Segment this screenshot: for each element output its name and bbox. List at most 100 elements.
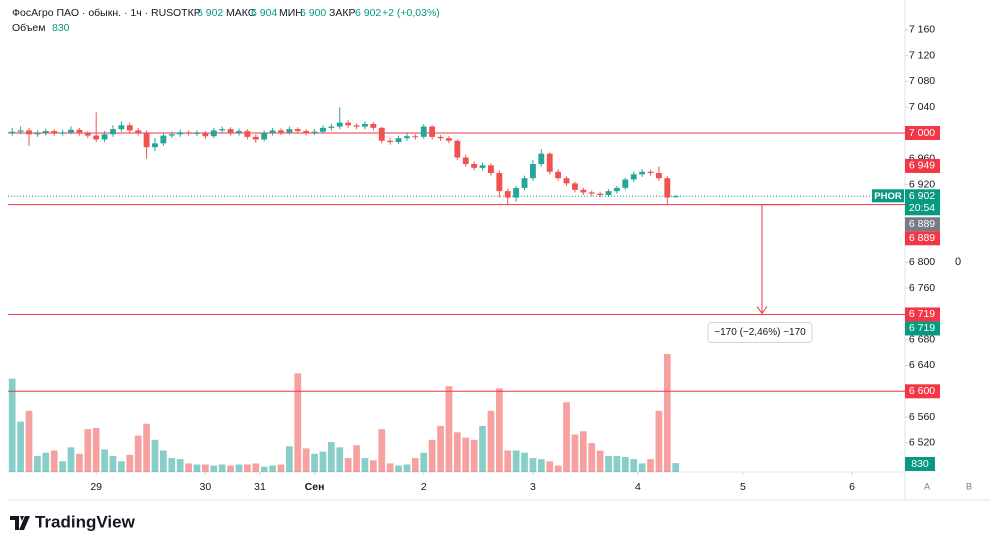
volume-bar (34, 455, 41, 472)
volume-bar (479, 425, 486, 472)
x-tick-label: 6 (849, 481, 855, 493)
volume-bar (244, 464, 251, 472)
y-tick-label: 6 760 (909, 282, 935, 294)
volume-bar (369, 460, 377, 472)
candle-body (252, 136, 259, 140)
measure-box (707, 321, 813, 343)
volume-bar (25, 410, 33, 472)
volume-bar (445, 386, 453, 472)
candle-body (571, 183, 578, 190)
volume-bar (588, 443, 596, 472)
volume-bar (571, 434, 579, 472)
candle-body (59, 132, 66, 134)
candle-body (177, 132, 184, 135)
candle-body (521, 178, 528, 188)
candle-body (622, 179, 629, 188)
candle-body (546, 153, 553, 172)
y-tick-label: 7 160 (909, 23, 935, 35)
volume-bar (193, 464, 201, 472)
volume-bar (59, 461, 66, 472)
volume-bar (529, 458, 537, 472)
logo-text: TradingView (35, 512, 136, 531)
candle-body (303, 131, 310, 134)
volume-bar (17, 421, 24, 472)
measure-text: −170 (−2,46%) −170 (714, 327, 806, 338)
x-tick-label: 29 (90, 481, 102, 493)
price-tag-label: 6 600 (909, 385, 935, 397)
price-tag (905, 321, 940, 336)
volume-bar (386, 463, 394, 472)
volume-value: 830 (52, 22, 70, 34)
price-tag (905, 384, 940, 399)
volume-bar (495, 388, 503, 472)
volume-bar (361, 458, 369, 472)
log-button[interactable]: B (966, 481, 972, 491)
candle-body (336, 122, 343, 127)
candle-body (202, 133, 209, 137)
candle-body (328, 126, 335, 128)
volume-bar (647, 459, 654, 472)
close-label: ЗАКР (329, 7, 355, 19)
candle-body (84, 133, 91, 136)
volume-bar (504, 450, 512, 472)
candle-body (496, 173, 503, 192)
volume-tag-label: 830 (911, 458, 929, 470)
candle-body (420, 126, 427, 137)
candle-body (76, 129, 83, 134)
volume-bar (252, 463, 260, 472)
candle-body (479, 165, 486, 168)
volume-bar (344, 458, 352, 472)
volume-bar (428, 439, 436, 472)
y-tick-label: 6 640 (909, 359, 935, 371)
price-tag-timer: 20:54 (909, 202, 935, 214)
volume-bar (353, 445, 360, 472)
candle-body (538, 153, 545, 165)
candle-body (588, 192, 595, 194)
volume-bar (109, 455, 117, 472)
volume-bar (630, 459, 638, 472)
candle-body (672, 196, 679, 198)
x-tick-label: 3 (530, 481, 536, 493)
y-tick-label: 7 080 (909, 75, 935, 87)
volume-bar (403, 464, 411, 472)
volume-bar (118, 461, 125, 472)
candle-body (93, 135, 100, 140)
candle-body (529, 164, 536, 179)
y-tick-label: 6 560 (909, 411, 935, 423)
candle-body (210, 130, 217, 137)
candle-body (345, 122, 352, 126)
volume-bar (101, 449, 108, 472)
volume-bar (437, 425, 444, 472)
candle-body (244, 131, 251, 137)
candle-body (655, 173, 662, 179)
volume-bar (672, 463, 680, 472)
candle-body (429, 126, 436, 137)
candle-body (664, 178, 671, 198)
y-tick-label: 7 040 (909, 101, 935, 113)
low-value: 6 900 (300, 7, 326, 19)
price-tag (905, 307, 940, 322)
price-tag-label: 7 000 (909, 127, 935, 139)
volume-bar (235, 464, 243, 472)
volume-bar (168, 458, 176, 472)
volume-bar (420, 452, 428, 472)
volume-bar (319, 451, 327, 472)
candle-body (387, 140, 394, 143)
candle-body (630, 174, 637, 180)
legend: ФосАгро ПАО · обыкн. · 1ч · RUS ОТКР 6 9… (12, 7, 440, 34)
auto-button[interactable]: A (924, 481, 930, 491)
price-tag (905, 231, 940, 246)
x-tick-label: 4 (635, 481, 641, 493)
volume-bar (210, 465, 218, 472)
volume-bar (134, 435, 142, 472)
candle-body (34, 133, 41, 135)
candle-body (286, 129, 293, 133)
y-tick-label: 7 120 (909, 49, 935, 61)
volume-bar (655, 410, 663, 472)
volume-bar (554, 465, 562, 472)
candle-body (404, 136, 410, 139)
open-label: ОТКР (173, 7, 201, 19)
price-tag-label: 6 889 (909, 218, 935, 230)
y-tick-label: 6 520 (909, 437, 935, 449)
candle-body (370, 123, 377, 128)
